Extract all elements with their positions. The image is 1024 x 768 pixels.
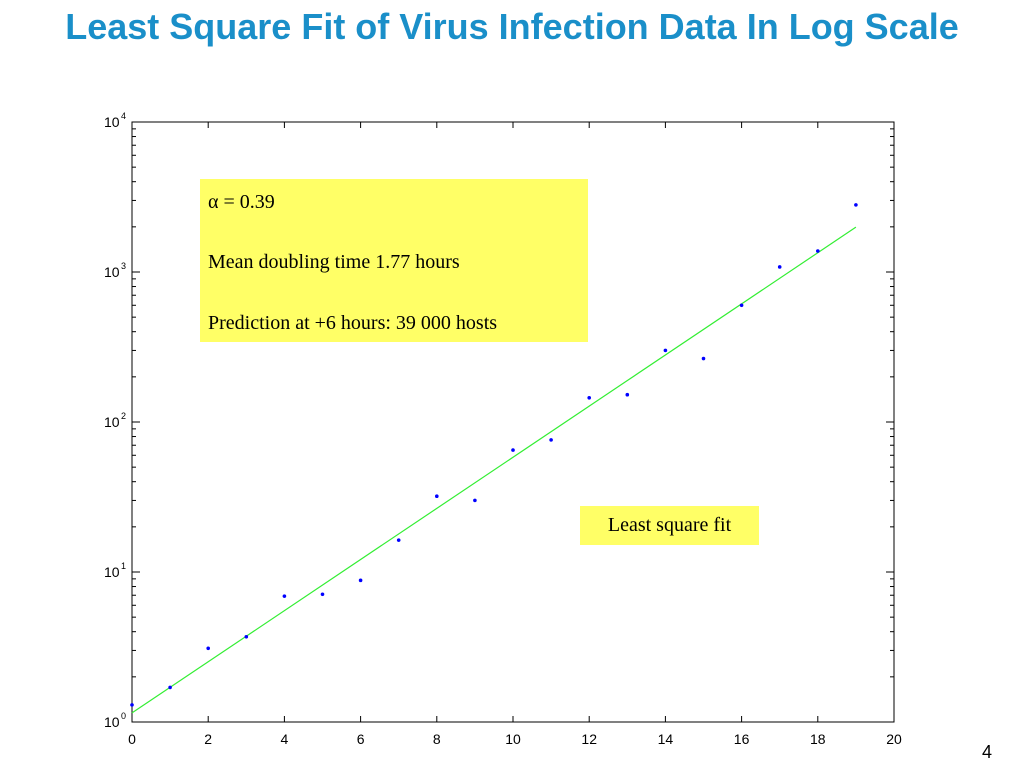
x-tick-label: 6	[357, 731, 365, 747]
y-tick-label-exponent: 1	[121, 561, 126, 571]
data-point	[777, 265, 782, 269]
alpha-text: α = 0.39	[208, 191, 275, 213]
data-point	[625, 392, 630, 397]
data-point	[473, 498, 477, 503]
y-tick-label-base: 10	[104, 264, 120, 280]
fit-label-box: Least square fit	[580, 506, 759, 545]
fit-line-layer	[131, 226, 857, 714]
x-tick-label: 16	[734, 731, 750, 747]
x-tick-label: 20	[886, 731, 902, 747]
x-tick-label: 4	[281, 731, 289, 747]
y-tick-label-base: 10	[104, 564, 120, 580]
x-tick-label: 18	[810, 731, 826, 747]
x-tick-label: 10	[505, 731, 521, 747]
fit-info-box: α = 0.39 Mean doubling time 1.77 hours P…	[200, 179, 588, 342]
data-point	[511, 448, 515, 452]
least-square-fit-line	[131, 226, 857, 714]
data-point	[358, 578, 363, 583]
x-tick-label: 8	[433, 731, 441, 747]
data-point	[130, 703, 134, 707]
doubling-time-text: Mean doubling time 1.77 hours	[208, 251, 460, 273]
fit-label-text: Least square fit	[607, 514, 732, 536]
data-point	[320, 592, 325, 597]
x-tick-label: 12	[581, 731, 597, 747]
data-point	[244, 634, 249, 639]
x-tick-label: 14	[658, 731, 674, 747]
y-tick-label-exponent: 0	[121, 711, 126, 721]
data-point	[206, 646, 210, 651]
prediction-text: Prediction at +6 hours: 39 000 hosts	[208, 312, 498, 334]
y-tick-label-base: 10	[104, 714, 120, 730]
data-point	[701, 356, 706, 361]
y-tick-label-exponent: 4	[121, 111, 126, 121]
data-point	[435, 494, 439, 499]
x-tick-label: 2	[204, 731, 212, 747]
x-axis-ticks: 0 2 4 6 8 10 12 14 16 18 20	[128, 122, 902, 747]
data-point	[854, 203, 858, 207]
slide-title: Least Square Fit of Virus Infection Data…	[65, 6, 959, 47]
data-point	[739, 303, 744, 308]
x-tick-label: 0	[128, 731, 136, 747]
page-number: 4	[982, 742, 993, 762]
data-point	[549, 438, 553, 442]
data-point	[282, 594, 287, 598]
data-point	[587, 395, 591, 400]
y-tick-label-base: 10	[104, 414, 120, 430]
y-tick-label-exponent: 2	[121, 411, 126, 421]
y-tick-label-base: 10	[104, 114, 120, 130]
data-point	[816, 249, 820, 253]
y-tick-label-exponent: 3	[121, 261, 126, 271]
data-points-layer	[130, 203, 858, 707]
data-point	[663, 348, 668, 353]
data-point	[396, 538, 401, 542]
data-point	[168, 685, 172, 690]
